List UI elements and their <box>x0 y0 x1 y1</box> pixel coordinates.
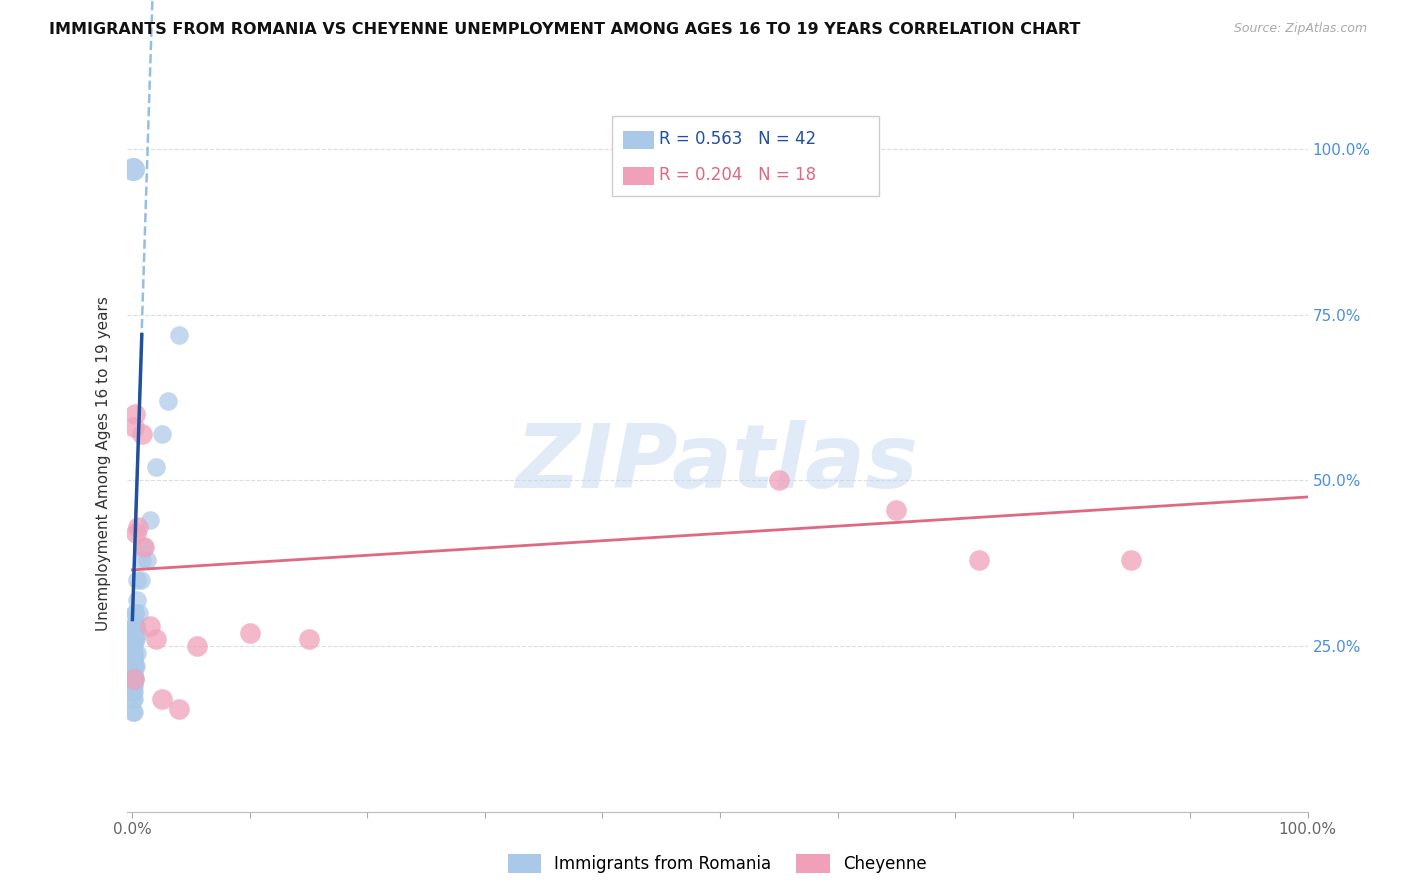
Point <box>122 639 145 653</box>
Point <box>122 672 145 686</box>
Point <box>122 672 145 686</box>
Text: Source: ZipAtlas.com: Source: ZipAtlas.com <box>1233 22 1367 36</box>
Point <box>122 672 145 686</box>
Point <box>125 619 148 633</box>
Point <box>139 513 162 527</box>
Point <box>150 427 173 442</box>
Point <box>122 652 145 666</box>
Text: ZIPatlas: ZIPatlas <box>516 420 918 508</box>
Point <box>122 646 145 660</box>
Point <box>122 665 145 680</box>
Point <box>131 553 153 567</box>
Point <box>124 632 146 647</box>
Point <box>122 639 145 653</box>
Point <box>124 619 146 633</box>
Point <box>122 659 145 673</box>
Point <box>121 692 143 706</box>
Point <box>122 161 145 176</box>
Point <box>125 526 148 541</box>
Point <box>127 625 149 640</box>
Y-axis label: Unemployment Among Ages 16 to 19 years: Unemployment Among Ages 16 to 19 years <box>96 296 111 632</box>
Point <box>239 625 262 640</box>
Text: IMMIGRANTS FROM ROMANIA VS CHEYENNE UNEMPLOYMENT AMONG AGES 16 TO 19 YEARS CORRE: IMMIGRANTS FROM ROMANIA VS CHEYENNE UNEM… <box>49 22 1081 37</box>
Point <box>128 606 150 620</box>
Point <box>156 393 179 408</box>
Point <box>131 427 153 442</box>
Text: R = 0.563   N = 42: R = 0.563 N = 42 <box>659 130 817 148</box>
Point <box>150 692 173 706</box>
Point <box>122 659 145 673</box>
Point <box>122 420 145 434</box>
Legend: Immigrants from Romania, Cheyenne: Immigrants from Romania, Cheyenne <box>508 854 927 873</box>
Point <box>122 652 145 666</box>
Point <box>122 706 145 720</box>
Point <box>122 632 145 647</box>
Point <box>134 540 156 554</box>
Point <box>124 407 146 421</box>
Point <box>122 646 145 660</box>
Point <box>1121 553 1143 567</box>
Point <box>122 665 145 680</box>
Point <box>134 540 156 554</box>
Point <box>135 553 157 567</box>
Point <box>298 632 321 647</box>
Point <box>169 327 191 342</box>
Point <box>122 619 145 633</box>
Point <box>122 646 145 660</box>
Point <box>125 659 148 673</box>
Point <box>122 672 145 686</box>
Point <box>122 692 145 706</box>
Text: R = 0.204   N = 18: R = 0.204 N = 18 <box>659 166 817 184</box>
Point <box>124 672 146 686</box>
Point <box>127 520 149 534</box>
Point <box>122 652 145 666</box>
Point <box>122 659 145 673</box>
Point <box>124 606 146 620</box>
Point <box>145 632 167 647</box>
Point <box>122 685 145 699</box>
Point <box>967 553 990 567</box>
Point <box>139 619 162 633</box>
Point <box>122 679 145 693</box>
Point <box>169 702 191 716</box>
Point <box>124 606 146 620</box>
Point <box>124 619 146 633</box>
Point <box>122 665 145 680</box>
Point <box>768 474 790 488</box>
Point <box>129 573 152 587</box>
Point <box>125 632 148 647</box>
Point <box>884 503 907 517</box>
Point <box>122 672 145 686</box>
Point <box>125 592 148 607</box>
Point <box>122 659 145 673</box>
Point <box>124 659 146 673</box>
Point <box>145 460 167 475</box>
Point <box>127 646 149 660</box>
Point <box>122 625 145 640</box>
Point <box>122 685 145 699</box>
Point <box>186 639 208 653</box>
Point <box>122 706 145 720</box>
Point <box>122 652 145 666</box>
Point <box>122 625 145 640</box>
Point <box>122 672 145 686</box>
Point <box>127 573 149 587</box>
Point <box>122 679 145 693</box>
